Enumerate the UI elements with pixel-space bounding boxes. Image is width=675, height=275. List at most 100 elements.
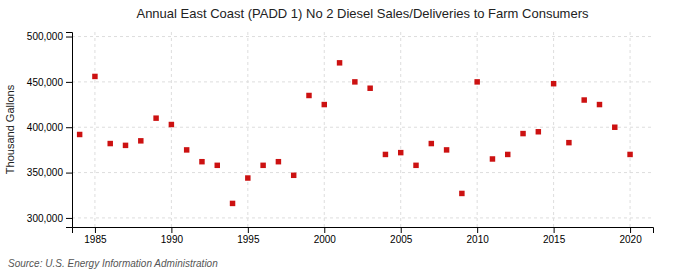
x-grid-line: [171, 32, 172, 227]
x-grid-line: [324, 32, 325, 227]
x-axis-line: [73, 228, 654, 234]
y-grid-line: [72, 81, 653, 82]
point: [413, 163, 418, 168]
x-tick-label: 2020: [619, 234, 642, 245]
y-tick-mark: [66, 82, 72, 83]
point: [77, 132, 82, 137]
point: [536, 129, 541, 134]
y-tick: 350,000: [27, 167, 72, 178]
point: [184, 147, 189, 152]
point: [230, 201, 235, 206]
y-tick: 400,000: [27, 122, 72, 133]
point: [123, 143, 128, 148]
point: [581, 97, 586, 102]
x-tick-mark: [248, 227, 249, 233]
y-grid-line: [72, 217, 653, 218]
y-axis: 300,000 350,000 400,000 450,000 500,000: [27, 31, 73, 227]
point: [627, 152, 632, 157]
x-tick: 2010: [467, 227, 490, 245]
point: [551, 81, 556, 86]
y-tick-label: 400,000: [27, 122, 64, 133]
point: [520, 131, 525, 136]
point: [322, 102, 327, 107]
point: [92, 74, 97, 79]
chart: 19851990199520002005201020152020300,0003…: [0, 0, 675, 275]
point: [107, 141, 112, 146]
x-tick-label: 2015: [543, 234, 566, 245]
y-tick-mark: [66, 173, 72, 174]
annotation: Source: U.S. Energy Information Administ…: [8, 258, 218, 269]
x-grid-line: [400, 32, 401, 227]
point: [444, 147, 449, 152]
y-axis-label: Thousand Gallons: [4, 84, 16, 174]
x-tick: 2005: [390, 227, 413, 245]
x-grid-line: [247, 32, 248, 227]
x-tick: 2015: [543, 227, 566, 245]
y-tick-label: 350,000: [27, 167, 64, 178]
point: [153, 115, 158, 120]
x-tick: 1995: [237, 227, 260, 245]
point: [306, 93, 311, 98]
y-tick-mark: [66, 218, 72, 219]
grid: [72, 32, 653, 227]
y-tick-mark: [66, 127, 72, 128]
point: [597, 102, 602, 107]
y-tick-label: 500,000: [27, 31, 64, 42]
y-tick: 500,000: [27, 31, 72, 42]
x-tick-mark: [477, 227, 478, 233]
x-tick-mark: [554, 227, 555, 233]
y-grid-line: [72, 36, 653, 37]
point: [474, 79, 479, 84]
point: [199, 159, 204, 164]
point: [260, 163, 265, 168]
point: [291, 173, 296, 178]
point: [459, 191, 464, 196]
x-tick-label: 2000: [314, 234, 337, 245]
x-axis: 1985 1990 1995 2000 2005 2010 2015 2020: [73, 227, 654, 245]
y-tick: 300,000: [27, 213, 72, 224]
y-tick-label: 300,000: [27, 213, 64, 224]
points: [77, 60, 633, 206]
point: [429, 141, 434, 146]
x-tick: 1985: [84, 227, 107, 245]
y-grid-line: [72, 127, 653, 128]
point: [245, 175, 250, 180]
x-tick: 2000: [314, 227, 337, 245]
y-tick-label: 450,000: [27, 77, 64, 88]
y-axis-line: [66, 33, 73, 228]
x-grid-line: [94, 32, 95, 227]
x-tick-label: 1985: [84, 234, 107, 245]
plot: 19851990199520002005201020152020300,0003…: [27, 31, 654, 245]
x-tick-mark: [630, 227, 631, 233]
point: [398, 150, 403, 155]
point: [505, 152, 510, 157]
x-tick-label: 1990: [161, 234, 184, 245]
point: [352, 79, 357, 84]
x-tick-mark: [401, 227, 402, 233]
point: [138, 138, 143, 143]
title: Annual East Coast (PADD 1) No 2 Diesel S…: [136, 6, 589, 21]
x-grid-line: [553, 32, 554, 227]
x-tick-label: 2005: [390, 234, 413, 245]
point: [215, 163, 220, 168]
point: [276, 159, 281, 164]
y-tick-mark: [66, 37, 72, 38]
point: [367, 85, 372, 90]
x-tick-mark: [324, 227, 325, 233]
point: [337, 60, 342, 65]
point: [612, 124, 617, 129]
x-tick-mark: [95, 227, 96, 233]
point: [566, 140, 571, 145]
y-grid-line: [72, 172, 653, 173]
x-grid-line: [477, 32, 478, 227]
point: [490, 156, 495, 161]
y-tick: 450,000: [27, 77, 72, 88]
point: [383, 152, 388, 157]
x-tick-mark: [171, 227, 172, 233]
x-tick-label: 2010: [467, 234, 490, 245]
point: [169, 122, 174, 127]
x-grid-line: [630, 32, 631, 227]
x-tick: 2020: [619, 227, 642, 245]
x-tick: 1990: [161, 227, 184, 245]
x-tick-label: 1995: [237, 234, 260, 245]
